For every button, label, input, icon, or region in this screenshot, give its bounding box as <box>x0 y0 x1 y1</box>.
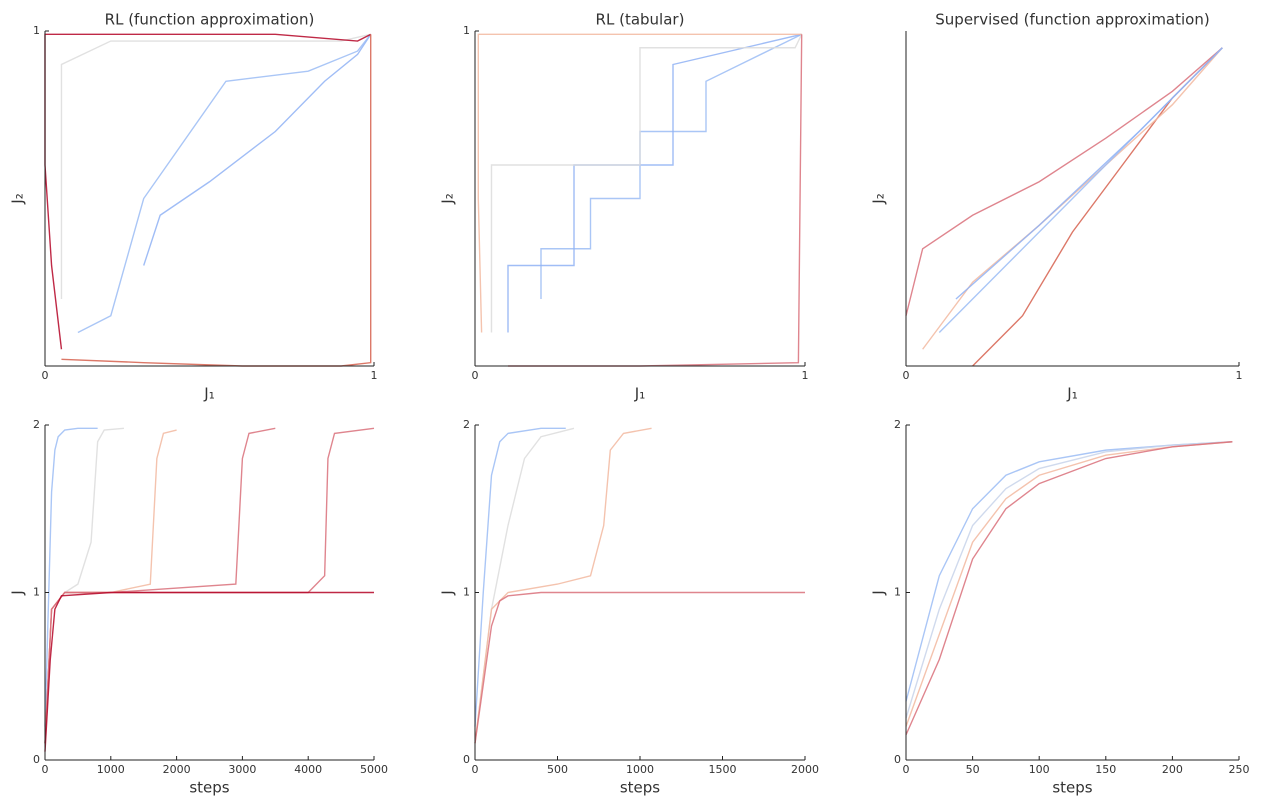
x-tick-label: 0 <box>42 369 49 382</box>
trajectory <box>955 47 1223 300</box>
x-axis-label: steps <box>1052 779 1092 797</box>
y-tick-label: 1 <box>33 586 40 599</box>
x-tick-label: 2000 <box>791 763 819 776</box>
x-axis-label: steps <box>189 779 229 797</box>
trajectory <box>972 47 1223 367</box>
x-axis-label: J₁ <box>203 385 214 403</box>
x-tick-label: 4000 <box>294 763 322 776</box>
x-tick-label: 1500 <box>709 763 737 776</box>
x-tick-label: 1000 <box>626 763 654 776</box>
y-axis-label: J <box>439 590 457 595</box>
x-tick-label: 100 <box>1029 763 1050 776</box>
y-tick-label: 2 <box>894 418 901 431</box>
y-axis-label: J₂ <box>870 193 888 204</box>
x-tick-label: 0 <box>903 763 910 776</box>
x-tick-label: 1 <box>371 369 378 382</box>
x-tick-label: 50 <box>966 763 980 776</box>
x-tick-label: 1000 <box>97 763 125 776</box>
x-axis-label: J₁ <box>1066 385 1077 403</box>
trajectory <box>474 591 805 744</box>
x-tick-label: 2000 <box>163 763 191 776</box>
trajectory <box>44 427 375 744</box>
y-tick-label: 0 <box>463 753 470 766</box>
x-tick-label: 500 <box>547 763 568 776</box>
y-tick-label: 1 <box>894 586 901 599</box>
trajectory <box>507 33 802 333</box>
trajectory <box>44 591 374 752</box>
y-axis-label: J <box>870 590 888 595</box>
y-axis-label: J₂ <box>439 193 457 204</box>
y-tick-label: 0 <box>894 753 901 766</box>
trajectory <box>44 427 98 727</box>
y-tick-label: 2 <box>33 418 40 431</box>
trajectory <box>143 33 372 266</box>
trajectory <box>905 441 1233 736</box>
trajectory <box>540 33 803 299</box>
trajectory <box>474 427 652 744</box>
trajectory <box>77 33 372 334</box>
trajectory <box>905 441 1233 727</box>
y-tick-label: 1 <box>463 24 470 37</box>
trajectory <box>922 47 1223 350</box>
chart-title: RL (tabular) <box>596 11 685 29</box>
trajectory <box>44 427 125 744</box>
x-tick-label: 0 <box>472 369 479 382</box>
chart-title: Supervised (function approximation) <box>935 11 1209 29</box>
x-tick-label: 1 <box>1236 369 1243 382</box>
x-tick-label: 5000 <box>360 763 388 776</box>
x-tick-label: 0 <box>472 763 479 776</box>
trajectory <box>474 427 566 727</box>
x-tick-label: 200 <box>1162 763 1183 776</box>
x-tick-label: 0 <box>903 369 910 382</box>
trajectory <box>61 34 372 367</box>
y-tick-label: 0 <box>33 753 40 766</box>
trajectory <box>490 34 803 333</box>
x-axis-label: J₁ <box>634 385 645 403</box>
trajectory <box>905 47 1223 316</box>
x-tick-label: 0 <box>42 763 49 776</box>
x-axis-label: steps <box>620 779 660 797</box>
x-tick-label: 150 <box>1095 763 1116 776</box>
y-tick-label: 2 <box>463 418 470 431</box>
trajectory <box>60 33 371 299</box>
x-tick-label: 3000 <box>228 763 256 776</box>
x-tick-label: 250 <box>1229 763 1250 776</box>
trajectory <box>477 33 802 333</box>
trajectory <box>44 33 372 350</box>
y-tick-label: 1 <box>463 586 470 599</box>
trajectory <box>44 429 177 744</box>
trajectory <box>474 427 575 744</box>
chart-title: RL (function approximation) <box>105 11 315 29</box>
trajectory <box>44 427 276 744</box>
x-tick-label: 1 <box>802 369 809 382</box>
y-tick-label: 1 <box>33 24 40 37</box>
trajectory <box>508 34 803 367</box>
trajectory <box>905 441 1233 719</box>
y-axis-label: J <box>9 590 27 595</box>
y-axis-label: J₂ <box>9 193 27 204</box>
